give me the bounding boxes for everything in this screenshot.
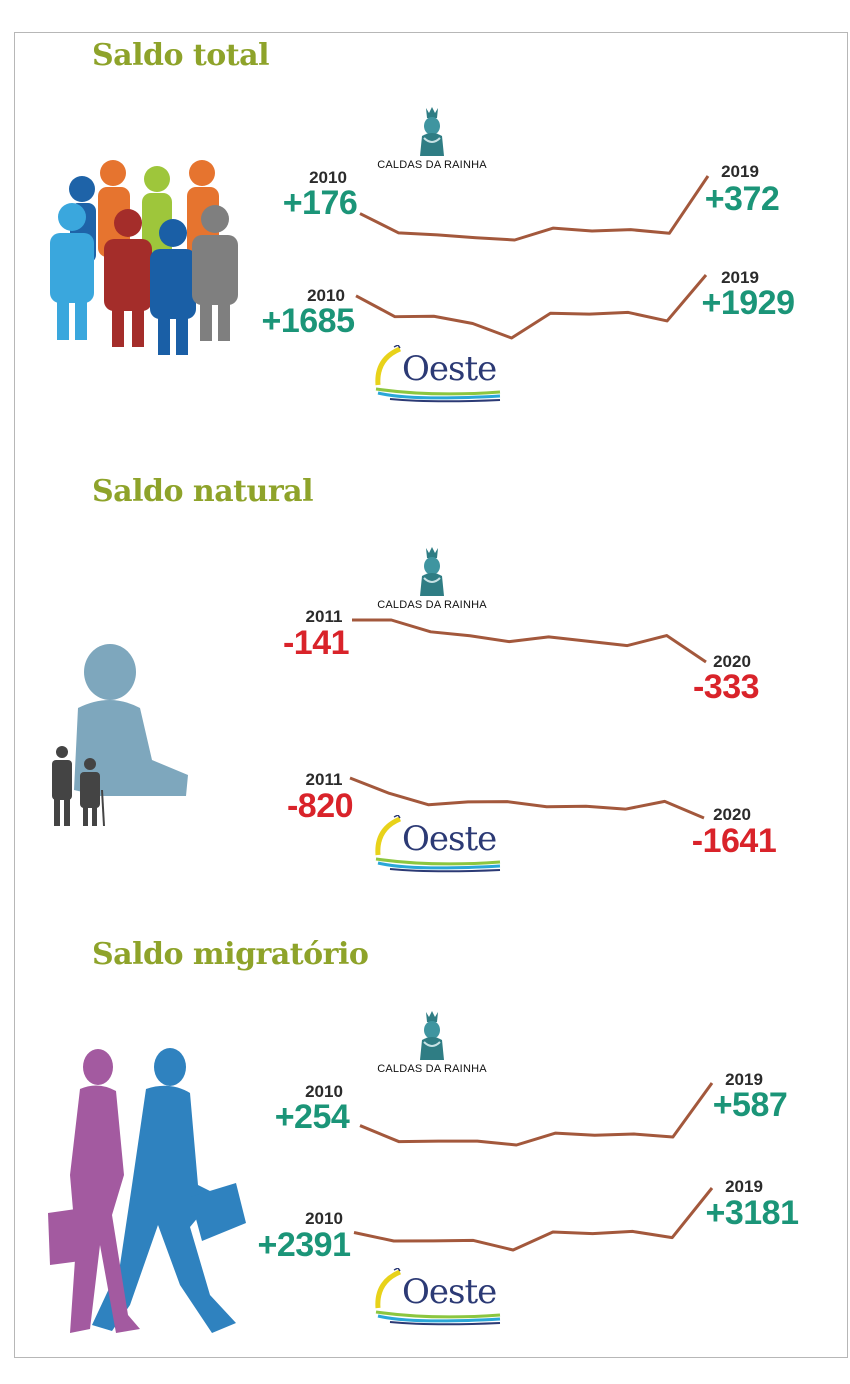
end-year-label: 2019 <box>721 162 759 181</box>
oeste-logo-text: Oeste <box>402 349 497 389</box>
oeste-swoosh-icon <box>375 815 501 873</box>
statue-icon <box>420 107 444 156</box>
end-year-label: 2020 <box>713 652 751 671</box>
people-group-icon <box>50 160 238 355</box>
start-year-label: 2010 <box>309 168 347 187</box>
series-line <box>349 776 705 820</box>
oeste-logo: Oeste <box>372 1268 502 1328</box>
start-year-label: 2010 <box>305 1209 343 1228</box>
end-year-label: 2019 <box>725 1070 763 1089</box>
oeste-logo-text: Oeste <box>402 819 497 859</box>
statue-icon <box>420 1011 444 1060</box>
section-title-saldo-total: Saldo total <box>92 38 270 73</box>
start-year-label: 2010 <box>307 286 345 305</box>
oeste-swoosh-icon <box>375 1268 501 1326</box>
section-title-saldo-natural: Saldo natural <box>92 474 314 509</box>
start-value-label: +176 <box>282 184 358 222</box>
caldas-logo-text: CALDAS DA RAINHA <box>377 599 487 611</box>
walking-people-icon <box>48 1048 246 1333</box>
start-year-label: 2011 <box>305 607 343 626</box>
end-year-label: 2019 <box>721 268 759 287</box>
end-year-label: 2019 <box>725 1177 763 1196</box>
series-line <box>359 175 710 242</box>
start-value-label: +2391 <box>257 1226 352 1264</box>
caldas-da-rainha-logo: CALDAS DA RAINHA <box>367 106 497 171</box>
caldas-da-rainha-logo: CALDAS DA RAINHA <box>367 546 497 611</box>
oeste-logo: Oeste <box>372 815 502 875</box>
start-value-label: +254 <box>274 1098 350 1136</box>
series-line <box>353 1187 714 1252</box>
oeste-swoosh-icon <box>375 345 501 403</box>
oeste-logo: Oeste <box>372 345 502 405</box>
section-title-saldo-migratorio: Saldo migratório <box>92 937 369 972</box>
end-value-label: +3181 <box>705 1194 800 1232</box>
end-value-label: +372 <box>704 180 780 218</box>
statue-icon <box>420 547 444 596</box>
series-line <box>359 1082 714 1147</box>
start-value-label: -820 <box>286 787 354 825</box>
caldas-logo-text: CALDAS DA RAINHA <box>377 1063 487 1075</box>
series-line <box>355 274 708 340</box>
start-value-label: -141 <box>282 624 350 662</box>
end-value-label: +1929 <box>701 284 796 322</box>
baby-and-elderly-icon <box>52 644 188 827</box>
infographic-frame <box>14 32 848 1358</box>
start-year-label: 2010 <box>305 1082 343 1101</box>
start-year-label: 2011 <box>305 770 343 789</box>
series-line <box>352 618 707 664</box>
end-year-label: 2020 <box>713 805 751 824</box>
end-value-label: -1641 <box>691 822 777 860</box>
oeste-logo-text: Oeste <box>402 1272 497 1312</box>
end-value-label: -333 <box>692 668 760 706</box>
caldas-logo-text: CALDAS DA RAINHA <box>377 159 487 171</box>
start-value-label: +1685 <box>261 302 356 340</box>
end-value-label: +587 <box>712 1086 788 1124</box>
caldas-da-rainha-logo: CALDAS DA RAINHA <box>367 1010 497 1075</box>
